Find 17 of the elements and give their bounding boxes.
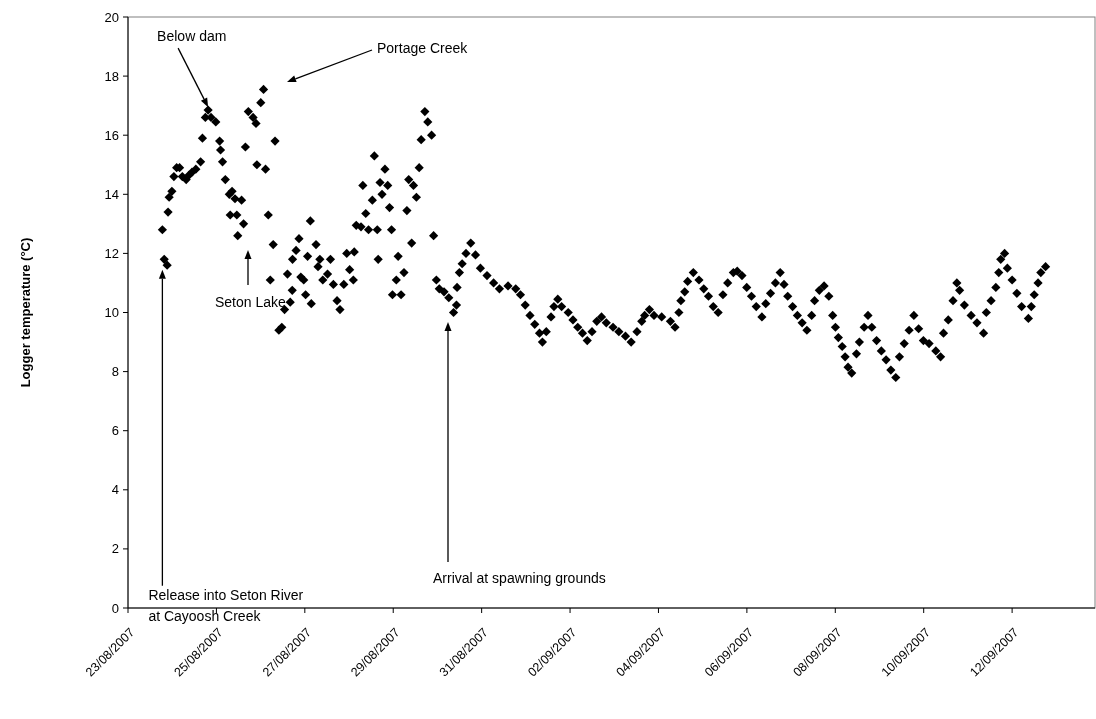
y-tick-label: 6: [111, 423, 119, 439]
annotation: Release into Seton River at Cayoosh Creek: [148, 586, 304, 624]
y-tick-label: 2: [111, 541, 119, 557]
y-tick-label: 10: [104, 305, 119, 321]
y-tick-label: 16: [104, 127, 119, 143]
y-axis-title: Logger temperature (°C): [18, 237, 33, 388]
y-tick-label: 0: [111, 600, 119, 616]
y-tick-label: 14: [104, 186, 119, 202]
annotation: Seton Lake: [215, 294, 287, 310]
y-tick-label: 18: [104, 68, 119, 84]
y-tick-label: 12: [104, 245, 119, 261]
annotation: Below dam: [157, 28, 227, 45]
y-tick-label: 4: [111, 482, 119, 498]
annotation: Portage Creek: [377, 40, 469, 56]
y-tick-label: 20: [104, 9, 119, 25]
y-tick-label: 8: [111, 364, 119, 380]
annotation: Arrival at spawning grounds: [433, 570, 606, 586]
